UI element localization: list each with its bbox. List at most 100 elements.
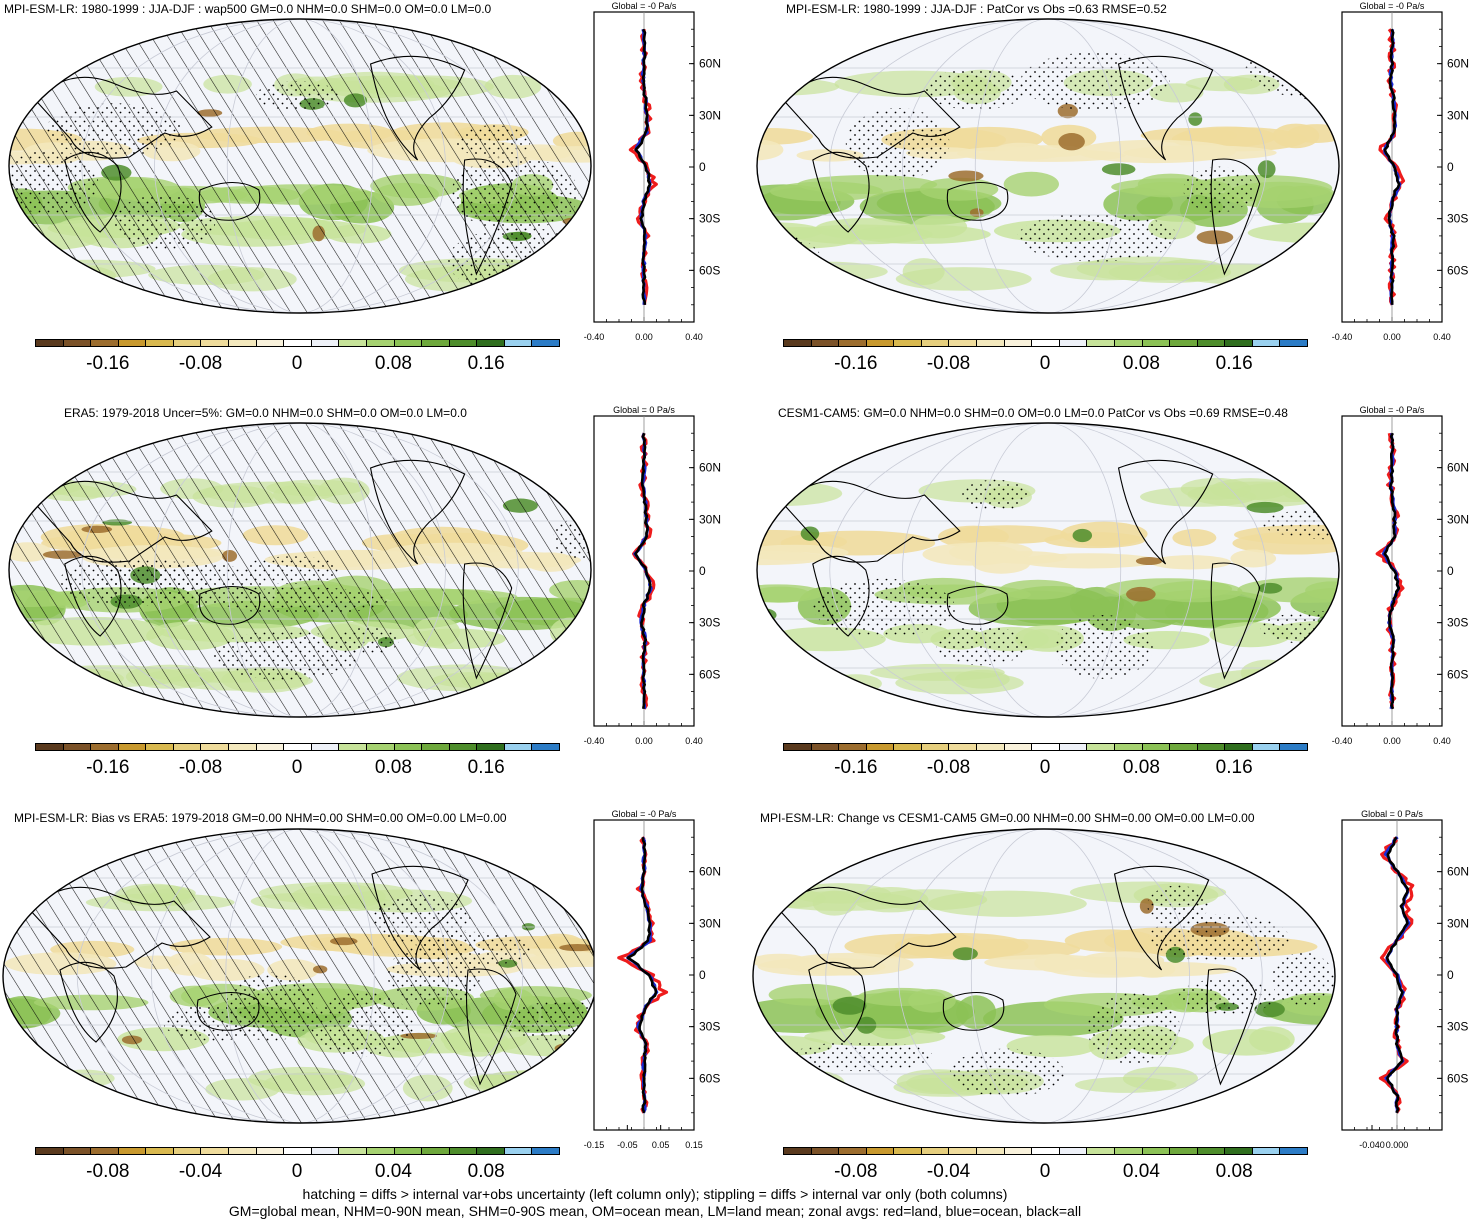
coastline (782, 76, 961, 159)
colorbar-tick-label: 0 (1039, 353, 1051, 374)
coastline (196, 992, 260, 1031)
coastline (782, 480, 961, 563)
field-spot (1246, 501, 1284, 514)
zonal-lat-label: 30S (699, 1020, 720, 1034)
colorbar-tick-label: 0.16 (467, 757, 505, 778)
colorbar-tick-label: 0.16 (467, 353, 505, 374)
zonal-mean-plot: Global = 0 Pa/s 60N 30N 0 30S 60S -0.40 0.00 0.4… (584, 405, 721, 746)
map-field (757, 423, 1339, 717)
colorbar-swatch (948, 743, 978, 751)
stippling (813, 578, 956, 638)
field-blob (1140, 127, 1238, 143)
colorbar-swatch (1086, 339, 1115, 347)
map (756, 18, 1340, 314)
stippling (220, 587, 387, 615)
colorbar-swatch (90, 339, 119, 347)
stippling (1087, 992, 1181, 1065)
zonal-title: Global = 0 Pa/s (613, 405, 675, 415)
zonal-x-label: -0.40 (584, 332, 605, 342)
field-blob (815, 218, 916, 240)
zonal-x-label: -0.40 (1332, 332, 1353, 342)
field-blob (757, 128, 814, 145)
zonal-x-label: 0.40 (685, 332, 703, 342)
field-spot (1196, 230, 1234, 245)
meridian (225, 829, 375, 1123)
coastline (371, 865, 469, 971)
colorbar-swatch (421, 743, 450, 751)
colorbar-swatch (448, 743, 478, 751)
coastline (778, 886, 957, 969)
stippling (58, 557, 208, 607)
colorbar-swatch (920, 1147, 950, 1155)
stippling (757, 232, 824, 298)
colorbar-swatch (172, 339, 202, 347)
colorbar-swatch (1031, 339, 1060, 347)
field-spot (1257, 160, 1276, 178)
colorbar-tick-label: -0.16 (86, 353, 130, 374)
colorbar-swatch (62, 1147, 92, 1155)
colorbar-tick-label: -0.08 (926, 757, 971, 778)
stippling (950, 1048, 1065, 1097)
field-spot (1058, 133, 1085, 151)
field-spot (757, 608, 777, 622)
map-border (752, 828, 1336, 1124)
field-spot (948, 170, 984, 182)
zonal-x-label: 0.00 (1383, 736, 1401, 746)
zonal-lat-label: 0 (1447, 968, 1454, 982)
colorbar-swatch (200, 339, 230, 347)
colorbar-swatch (1031, 743, 1060, 751)
colorbar-swatch (200, 1147, 230, 1155)
colorbar-swatch (838, 339, 867, 347)
colorbar-swatch (228, 1147, 257, 1155)
field-spot (1188, 112, 1203, 126)
map (2, 828, 598, 1124)
stippling (791, 1041, 934, 1072)
colorbar-swatch (1196, 339, 1226, 347)
colorbar-swatch (1224, 743, 1253, 751)
stippling (1053, 615, 1153, 679)
colorbar-swatch (1086, 743, 1115, 751)
panel-title: MPI-ESM-LR: 1980-1999 : JJA-DJF : PatCor… (786, 2, 1167, 16)
colorbar-swatch (1251, 339, 1281, 347)
colorbar-swatch (838, 1147, 867, 1155)
coastline (1113, 865, 1210, 971)
zonal-line-all (1383, 432, 1401, 710)
field-blob (757, 222, 823, 241)
colorbar-tick-label: 0.16 (1215, 757, 1253, 778)
zonal-lat-label: 0 (699, 564, 706, 578)
colorbar: -0.16 -0.08 0 0.08 0.16 (783, 743, 1308, 783)
coastline (812, 555, 870, 637)
colorbar-swatch (310, 743, 340, 751)
colorbar-swatch (35, 1147, 64, 1155)
field-blob (972, 552, 1031, 574)
colorbar-swatch (90, 743, 119, 751)
field-blob (1202, 1028, 1291, 1056)
colorbar-swatch (145, 743, 174, 751)
colorbar-swatch (283, 743, 312, 751)
field-blob (957, 146, 1063, 161)
colorbar-swatch (310, 1147, 340, 1155)
coastline (34, 480, 213, 563)
colorbar-tick-label: 0.08 (1122, 757, 1160, 778)
field-blob (1148, 581, 1243, 603)
field-blob (757, 666, 836, 685)
colorbar-swatch (1031, 1147, 1060, 1155)
zonal-lat-label: 30S (1447, 1020, 1468, 1034)
field-blob (1034, 953, 1078, 973)
colorbar-swatch (1058, 743, 1088, 751)
zonal-title: Global = -0 Pa/s (1360, 405, 1425, 415)
colorbar-swatch (865, 339, 895, 347)
zonal-lat-label: 30N (699, 108, 721, 122)
colorbar-swatch (62, 743, 92, 751)
field-blob (999, 579, 1077, 600)
colorbar-swatch (1003, 743, 1033, 751)
colorbar-swatch (228, 743, 257, 751)
zonal-lat-label: 60S (1447, 667, 1468, 681)
coastline (64, 151, 122, 233)
field-blob (844, 933, 972, 959)
zonal-mean-plot: Global = -0 Pa/s 60N 30N 0 30S 60S -0.15 -0.05 0… (584, 809, 721, 1150)
colorbar-swatch (893, 743, 922, 751)
colorbar-swatch (783, 743, 812, 751)
colorbar-tick-label: 0.08 (374, 353, 412, 374)
colorbar-swatch (448, 339, 478, 347)
